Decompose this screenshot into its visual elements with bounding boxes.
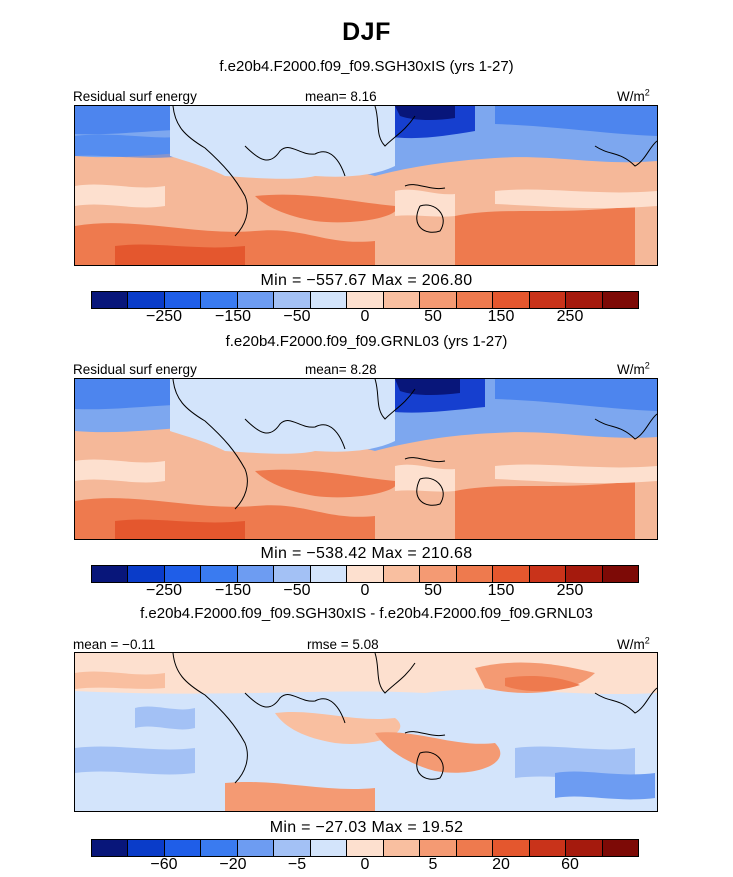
panel-3-colorbar-tick: 0 <box>360 856 370 873</box>
panel-1-colorbar-tick: 0 <box>360 308 370 325</box>
panel-3-units-label: W/m2 <box>617 635 650 652</box>
panel-2-colorbar-tick: −50 <box>283 582 311 599</box>
panel-3-map <box>74 652 658 812</box>
panel-1-colorbar-tick: −50 <box>283 308 311 325</box>
panel-3-rmse-label: rmse = 5.08 <box>307 637 379 652</box>
panel-3-colorbar-tick: −5 <box>287 856 307 873</box>
panel-2-mean-label: mean= 8.28 <box>305 362 377 377</box>
panel-1-variable-label: Residual surf energy <box>73 89 197 104</box>
panel-3-colorbar-tick: −60 <box>150 856 178 873</box>
panel-1-mean-label: mean= 8.16 <box>305 89 377 104</box>
panel-3-colorbar <box>91 839 639 857</box>
panel-3-minmax: Min = −27.03 Max = 19.52 <box>269 819 464 836</box>
panel-1-colorbar <box>91 291 639 309</box>
panel-2-variable-label: Residual surf energy <box>73 362 197 377</box>
panel-1-colorbar-tick: −250 <box>145 308 183 325</box>
panel-1-colorbar-tick: 50 <box>424 308 442 325</box>
panel-3-colorbar-tick: 5 <box>428 856 438 873</box>
panel-2-colorbar-tick: −250 <box>145 582 183 599</box>
panel-3-colorbar-tick: 20 <box>492 856 510 873</box>
panel-2-subtitle: f.e20b4.F2000.f09_f09.GRNL03 (yrs 1-27) <box>225 333 508 350</box>
panel-1-map <box>74 105 658 266</box>
panel-2-colorbar-tick: 0 <box>360 582 370 599</box>
panel-2-map <box>74 378 658 540</box>
panel-3-mean-label: mean = −0.11 <box>73 637 156 652</box>
panel-1-subtitle: f.e20b4.F2000.f09_f09.SGH30xIS (yrs 1-27… <box>219 58 514 75</box>
panel-3-colorbar-tick: 60 <box>561 856 579 873</box>
panel-2-minmax: Min = −538.42 Max = 210.68 <box>260 545 473 562</box>
panel-1-units-label: W/m2 <box>617 87 650 104</box>
panel-2-colorbar-tick: 250 <box>556 582 584 599</box>
panel-2-colorbar-tick: 50 <box>424 582 442 599</box>
panel-1-colorbar-tick: 250 <box>556 308 584 325</box>
panel-2-colorbar-tick: −150 <box>214 582 252 599</box>
panel-3-colorbar-tick: −20 <box>219 856 247 873</box>
panel-2-colorbar <box>91 565 639 583</box>
panel-2-colorbar-tick: 150 <box>487 582 515 599</box>
panel-1-colorbar-tick: −150 <box>214 308 252 325</box>
panel-1-minmax: Min = −557.67 Max = 206.80 <box>260 272 473 289</box>
panel-2-units-label: W/m2 <box>617 360 650 377</box>
figure-title: DJF <box>342 18 391 46</box>
panel-3-subtitle: f.e20b4.F2000.f09_f09.SGH30xIS - f.e20b4… <box>140 605 593 622</box>
panel-1-colorbar-tick: 150 <box>487 308 515 325</box>
